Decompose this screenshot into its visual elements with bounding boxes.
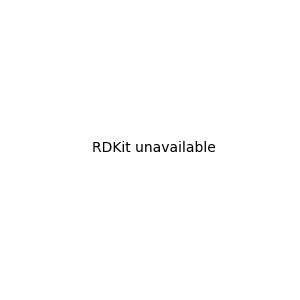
Text: RDKit unavailable: RDKit unavailable	[92, 140, 216, 154]
